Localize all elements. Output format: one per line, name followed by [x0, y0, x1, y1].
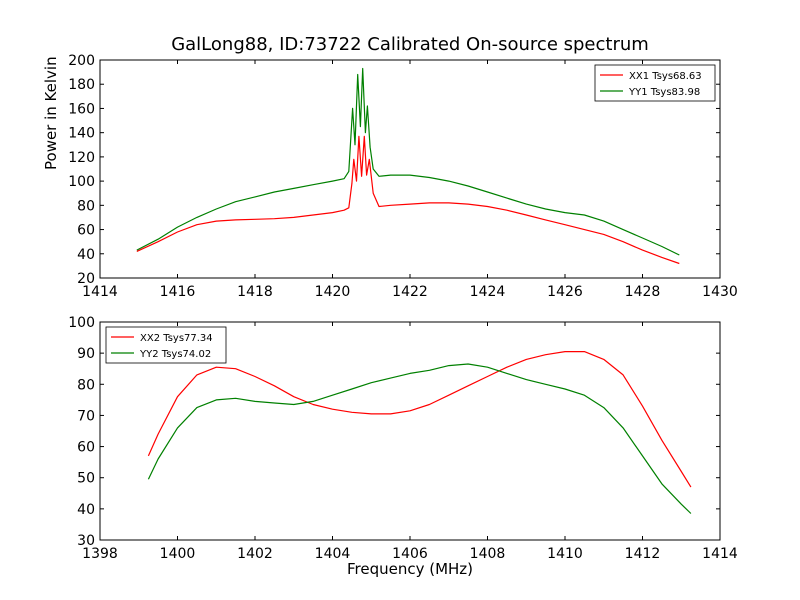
plot1-x-tick-label: 1430 [702, 284, 738, 300]
plot2-x-tick-label: 1400 [160, 546, 196, 562]
plot2-y-tick-label: 80 [77, 377, 95, 393]
plot2-y-tick-label: 40 [77, 502, 95, 518]
plot2-legend-box [105, 326, 227, 364]
plot2-x-tick-label: 1402 [237, 546, 273, 562]
plot1-y-tick-label: 100 [68, 174, 95, 190]
plot1-y-tick-label: 160 [68, 101, 95, 117]
plot1-x-tick-label: 1422 [392, 284, 428, 300]
plot2-y-tick-label: 30 [77, 533, 95, 549]
plot1-y-tick-label: 80 [77, 198, 95, 214]
plot2-legend-label-1: XX2 Tsys77.34 [140, 333, 213, 344]
plot1-y-tick-label: 40 [77, 247, 95, 263]
plot2-x-tick-label: 1404 [315, 546, 351, 562]
plot1-x-tick-label: 1416 [160, 284, 196, 300]
plot1-x-tick-label: 1424 [470, 284, 506, 300]
plot1-x-tick-label: 1414 [82, 284, 118, 300]
plot2-x-tick-label: 1408 [470, 546, 506, 562]
plot2-x-tick-label: 1410 [547, 546, 583, 562]
plot1-y-tick-label: 180 [68, 77, 95, 93]
plot1-x-tick-label: 1426 [547, 284, 583, 300]
plot1-legend-label-2: YY1 Tsys83.98 [628, 87, 700, 98]
plot1-series-2-line [136, 67, 680, 256]
plot2-series-2-line [147, 363, 692, 514]
plot1-y-tick-label: 60 [77, 223, 95, 239]
plot2-x-tick-label: 1398 [82, 546, 118, 562]
plot2-y-tick-label: 60 [77, 440, 95, 456]
plot2-legend-label-2: YY2 Tsys74.02 [139, 349, 211, 360]
plot2-y-tick-label: 70 [77, 408, 95, 424]
plot1-y-tick-label: 140 [68, 126, 95, 142]
x-axis-label: Frequency (MHz) [346, 560, 474, 578]
plot2-y-tick-label: 90 [77, 346, 95, 362]
plot1-legend-label-1: XX1 Tsys68.63 [629, 71, 702, 82]
plot1-legend-box [594, 64, 716, 102]
plot1-x-tick-label: 1420 [315, 284, 351, 300]
plot1-x-tick-label: 1418 [237, 284, 273, 300]
plot2-x-tick-label: 1412 [625, 546, 661, 562]
plot2-y-tick-label: 50 [77, 471, 95, 487]
plot1-y-tick-label: 200 [68, 53, 95, 69]
plot1-y-tick-label: 20 [77, 271, 95, 287]
plot1-x-tick-label: 1428 [625, 284, 661, 300]
plot2-y-tick-label: 100 [68, 315, 95, 331]
plot2-x-tick-label: 1414 [702, 546, 738, 562]
chart-title: GalLong88, ID:73722 Calibrated On-source… [171, 34, 649, 55]
plot2-series-1-line [147, 351, 692, 488]
plot2-x-tick-label: 1406 [392, 546, 428, 562]
plot1-y-tick-label: 120 [68, 150, 95, 166]
plot1-series-1-line [136, 135, 680, 265]
